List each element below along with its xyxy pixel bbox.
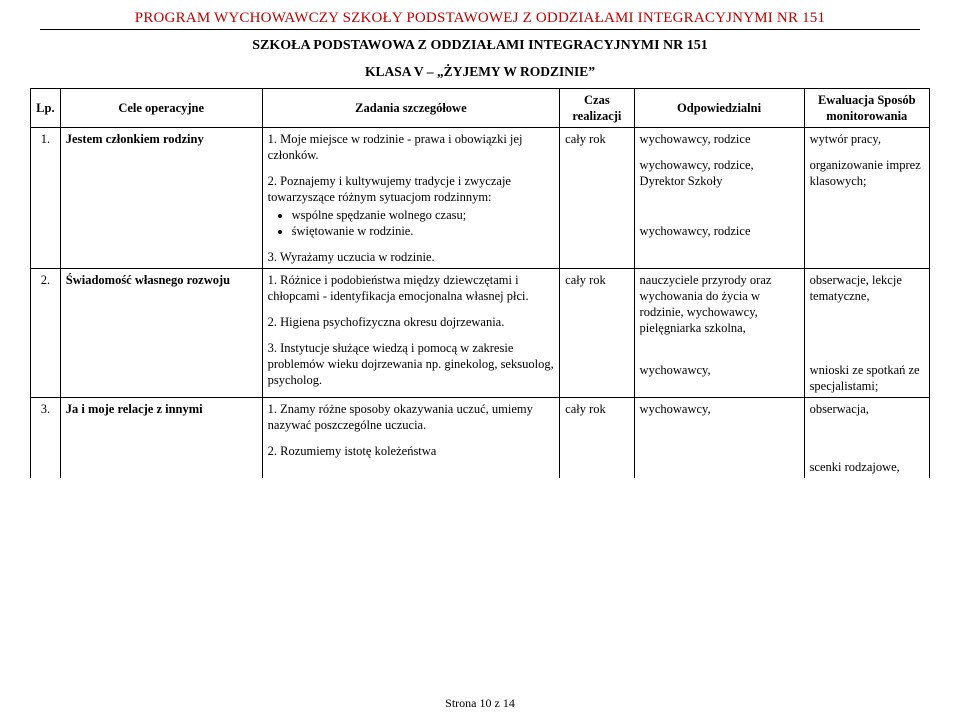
col-lp: Lp. [31, 89, 61, 128]
bullet-item: wspólne spędzanie wolnego czasu; [292, 207, 555, 223]
curriculum-table: Lp. Cele operacyjne Zadania szczegółowe … [30, 88, 930, 478]
resp-text: wychowawcy, rodzice, Dyrektor Szkoły [640, 157, 799, 189]
eval-text: wytwór pracy, [810, 131, 924, 147]
cele-text: Jestem członkiem rodziny [66, 132, 204, 146]
cell-zadania: 1. Znamy różne sposoby okazywania uczuć,… [262, 398, 560, 479]
task-text: 3. Wyrażamy uczucia w rodzinie. [268, 249, 555, 265]
resp-text: wychowawcy, [640, 401, 799, 417]
school-subtitle: SZKOŁA PODSTAWOWA Z ODDZIAŁAMI INTEGRACY… [0, 38, 960, 54]
eval-text: obserwacja, [810, 401, 924, 417]
cell-czas: cały rok [560, 269, 634, 398]
bullet-item: świętowanie w rodzinie. [292, 223, 555, 239]
cele-text: Ja i moje relacje z innymi [66, 402, 203, 416]
col-cele: Cele operacyjne [60, 89, 262, 128]
resp-text: wychowawcy, [640, 362, 799, 378]
cell-eval: wytwór pracy, organizowanie imprez klaso… [804, 128, 929, 269]
eval-text: organizowanie imprez klasowych; [810, 157, 924, 189]
resp-text: nauczyciele przyrody oraz wychowania do … [640, 272, 799, 336]
task-text: 2. Poznajemy i kultywujemy tradycje i zw… [268, 173, 555, 239]
task-text: 3. Instytucje służące wiedzą i pomocą w … [268, 340, 555, 388]
table-row: 1. Jestem członkiem rodziny 1. Moje miej… [31, 128, 930, 269]
page-header: PROGRAM WYCHOWAWCZY SZKOŁY PODSTAWOWEJ Z… [0, 0, 960, 29]
table-row: 2. Świadomość własnego rozwoju 1. Różnic… [31, 269, 930, 398]
table-header-row: Lp. Cele operacyjne Zadania szczegółowe … [31, 89, 930, 128]
cell-eval: obserwacja, scenki rodzajowe, [804, 398, 929, 479]
eval-text: scenki rodzajowe, [810, 459, 924, 475]
task-intro: 2. Poznajemy i kultywujemy tradycje i zw… [268, 173, 555, 205]
cell-lp: 3. [31, 398, 61, 479]
task-text: 1. Znamy różne sposoby okazywania uczuć,… [268, 401, 555, 433]
cell-cele: Jestem członkiem rodziny [60, 128, 262, 269]
cell-czas: cały rok [560, 128, 634, 269]
page-footer: Strona 10 z 14 [0, 696, 960, 711]
resp-text: wychowawcy, rodzice [640, 131, 799, 147]
eval-text: wnioski ze spotkań ze specjalistami; [810, 362, 924, 394]
col-zadania: Zadania szczegółowe [262, 89, 560, 128]
task-text: 1. Moje miejsce w rodzinie - prawa i obo… [268, 131, 555, 163]
cele-text: Świadomość własnego rozwoju [66, 273, 230, 287]
cell-cele: Świadomość własnego rozwoju [60, 269, 262, 398]
task-text: 1. Różnice i podobieństwa między dziewcz… [268, 272, 555, 304]
cell-lp: 2. [31, 269, 61, 398]
resp-text: wychowawcy, rodzice [640, 223, 799, 239]
task-bullets: wspólne spędzanie wolnego czasu; świętow… [268, 207, 555, 239]
header-underline [40, 29, 920, 30]
col-ewaluacja: Ewaluacja Sposób monitorowania [804, 89, 929, 128]
cell-resp: wychowawcy, rodzice wychowawcy, rodzice,… [634, 128, 804, 269]
col-czas: Czas realizacji [560, 89, 634, 128]
task-text: 2. Rozumiemy istotę koleżeństwa [268, 443, 555, 459]
cell-cele: Ja i moje relacje z innymi [60, 398, 262, 479]
col-odpowiedzialni: Odpowiedzialni [634, 89, 804, 128]
task-text: 2. Higiena psychofizyczna okresu dojrzew… [268, 314, 555, 330]
cell-czas: cały rok [560, 398, 634, 479]
cell-lp: 1. [31, 128, 61, 269]
cell-resp: wychowawcy, [634, 398, 804, 479]
cell-zadania: 1. Różnice i podobieństwa między dziewcz… [262, 269, 560, 398]
eval-text: obserwacje, lekcje tematyczne, [810, 272, 924, 304]
cell-zadania: 1. Moje miejsce w rodzinie - prawa i obo… [262, 128, 560, 269]
cell-resp: nauczyciele przyrody oraz wychowania do … [634, 269, 804, 398]
class-title: KLASA V – „ŻYJEMY W RODZINIE” [0, 64, 960, 80]
cell-eval: obserwacje, lekcje tematyczne, wnioski z… [804, 269, 929, 398]
table-row: 3. Ja i moje relacje z innymi 1. Znamy r… [31, 398, 930, 479]
